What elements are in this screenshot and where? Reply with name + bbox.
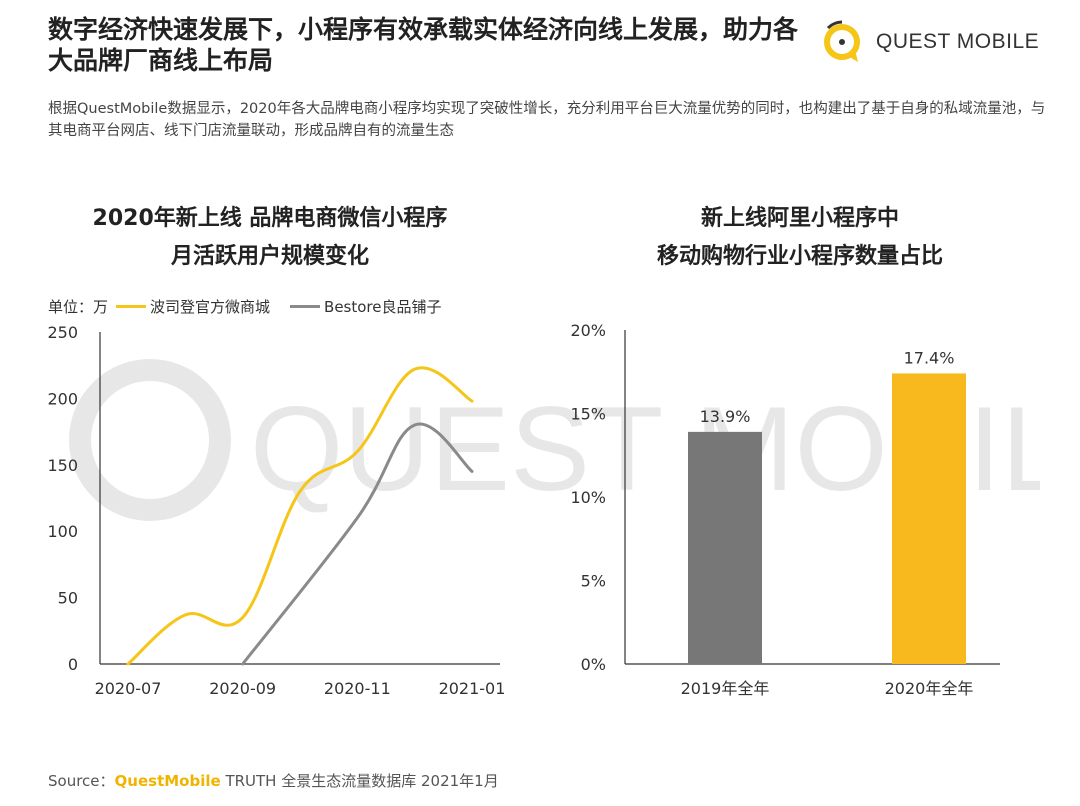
logo-text: QUEST MOBILE (876, 30, 1040, 53)
bar-chart-y-tick-label: 20% (570, 321, 606, 340)
bar-chart-y-tick-label: 5% (581, 572, 606, 591)
bar-chart-title-line1: 新上线阿里小程序中 (700, 206, 899, 231)
series-line-bestore (241, 422, 474, 666)
line-chart-title: 2020年新上线 品牌电商微信小程序 月活跃用户规模变化 (40, 200, 500, 276)
line-chart-y-tick-label: 0 (68, 655, 78, 674)
line-chart-x-tick-label: 2020-11 (324, 679, 391, 698)
questmobile-logo-icon (824, 20, 860, 62)
legend-swatch-bestore (290, 305, 321, 308)
line-chart-y-tick-label: 150 (47, 456, 78, 475)
line-chart-y-tick-label: 50 (58, 589, 78, 608)
bar-chart-y-tick-label: 15% (570, 405, 606, 424)
line-chart-title-line2: 月活跃用户规模变化 (170, 244, 369, 269)
bar-category-label: 2019年全年 (681, 679, 770, 698)
bar-chart-title-line2: 移动购物行业小程序数量占比 (656, 244, 943, 269)
intro-paragraph: 根据QuestMobile数据显示，2020年各大品牌电商小程序均实现了突破性增… (48, 101, 1046, 139)
legend-swatch-bosideng (116, 305, 147, 308)
source-prefix: Source： (48, 772, 115, 790)
legend-label-bosideng: 波司登官方微商城 (150, 298, 271, 316)
bar-chart-y-tick-label: 10% (570, 488, 606, 507)
line-chart-x-tick-label: 2020-07 (95, 679, 162, 698)
line-chart-y-tick-label: 100 (47, 522, 78, 541)
line-chart-y-tick-label: 250 (47, 323, 78, 342)
line-chart-x-tick-label: 2020-09 (209, 679, 276, 698)
line-chart-title-line1: 2020年新上线 品牌电商微信小程序 (92, 206, 448, 231)
unit-label: 单位：万 (48, 298, 109, 316)
bar-value-label: 13.9% (700, 407, 751, 426)
bar-2020 (892, 373, 966, 664)
page-title: 数字经济快速发展下，小程序有效承载实体经济向线上发展，助力各大品牌厂商线上布局 (48, 15, 799, 75)
line-chart-x-tick-label: 2021-01 (439, 679, 506, 698)
bar-chart-title: 新上线阿里小程序中 移动购物行业小程序数量占比 (570, 200, 1030, 276)
bar-2019 (688, 431, 762, 664)
series-line-bosideng (126, 366, 474, 666)
bar-category-label: 2020年全年 (885, 679, 974, 698)
source-line: Source：QuestMobile TRUTH 全景生态流量数据库 2021年… (48, 770, 499, 791)
line-chart-legend: 单位：万 波司登官方微商城 Bestore良品铺子 (48, 296, 442, 317)
source-brand: QuestMobile (114, 772, 221, 790)
questmobile-logo: QUEST MOBILE (818, 14, 1039, 70)
bar-chart-y-tick-label: 0% (581, 655, 606, 674)
line-chart-y-tick-label: 200 (47, 389, 78, 408)
source-suffix: TRUTH 全景生态流量数据库 2021年1月 (220, 772, 499, 790)
legend-label-bestore: Bestore良品铺子 (324, 298, 442, 316)
bar-value-label: 17.4% (904, 348, 955, 367)
